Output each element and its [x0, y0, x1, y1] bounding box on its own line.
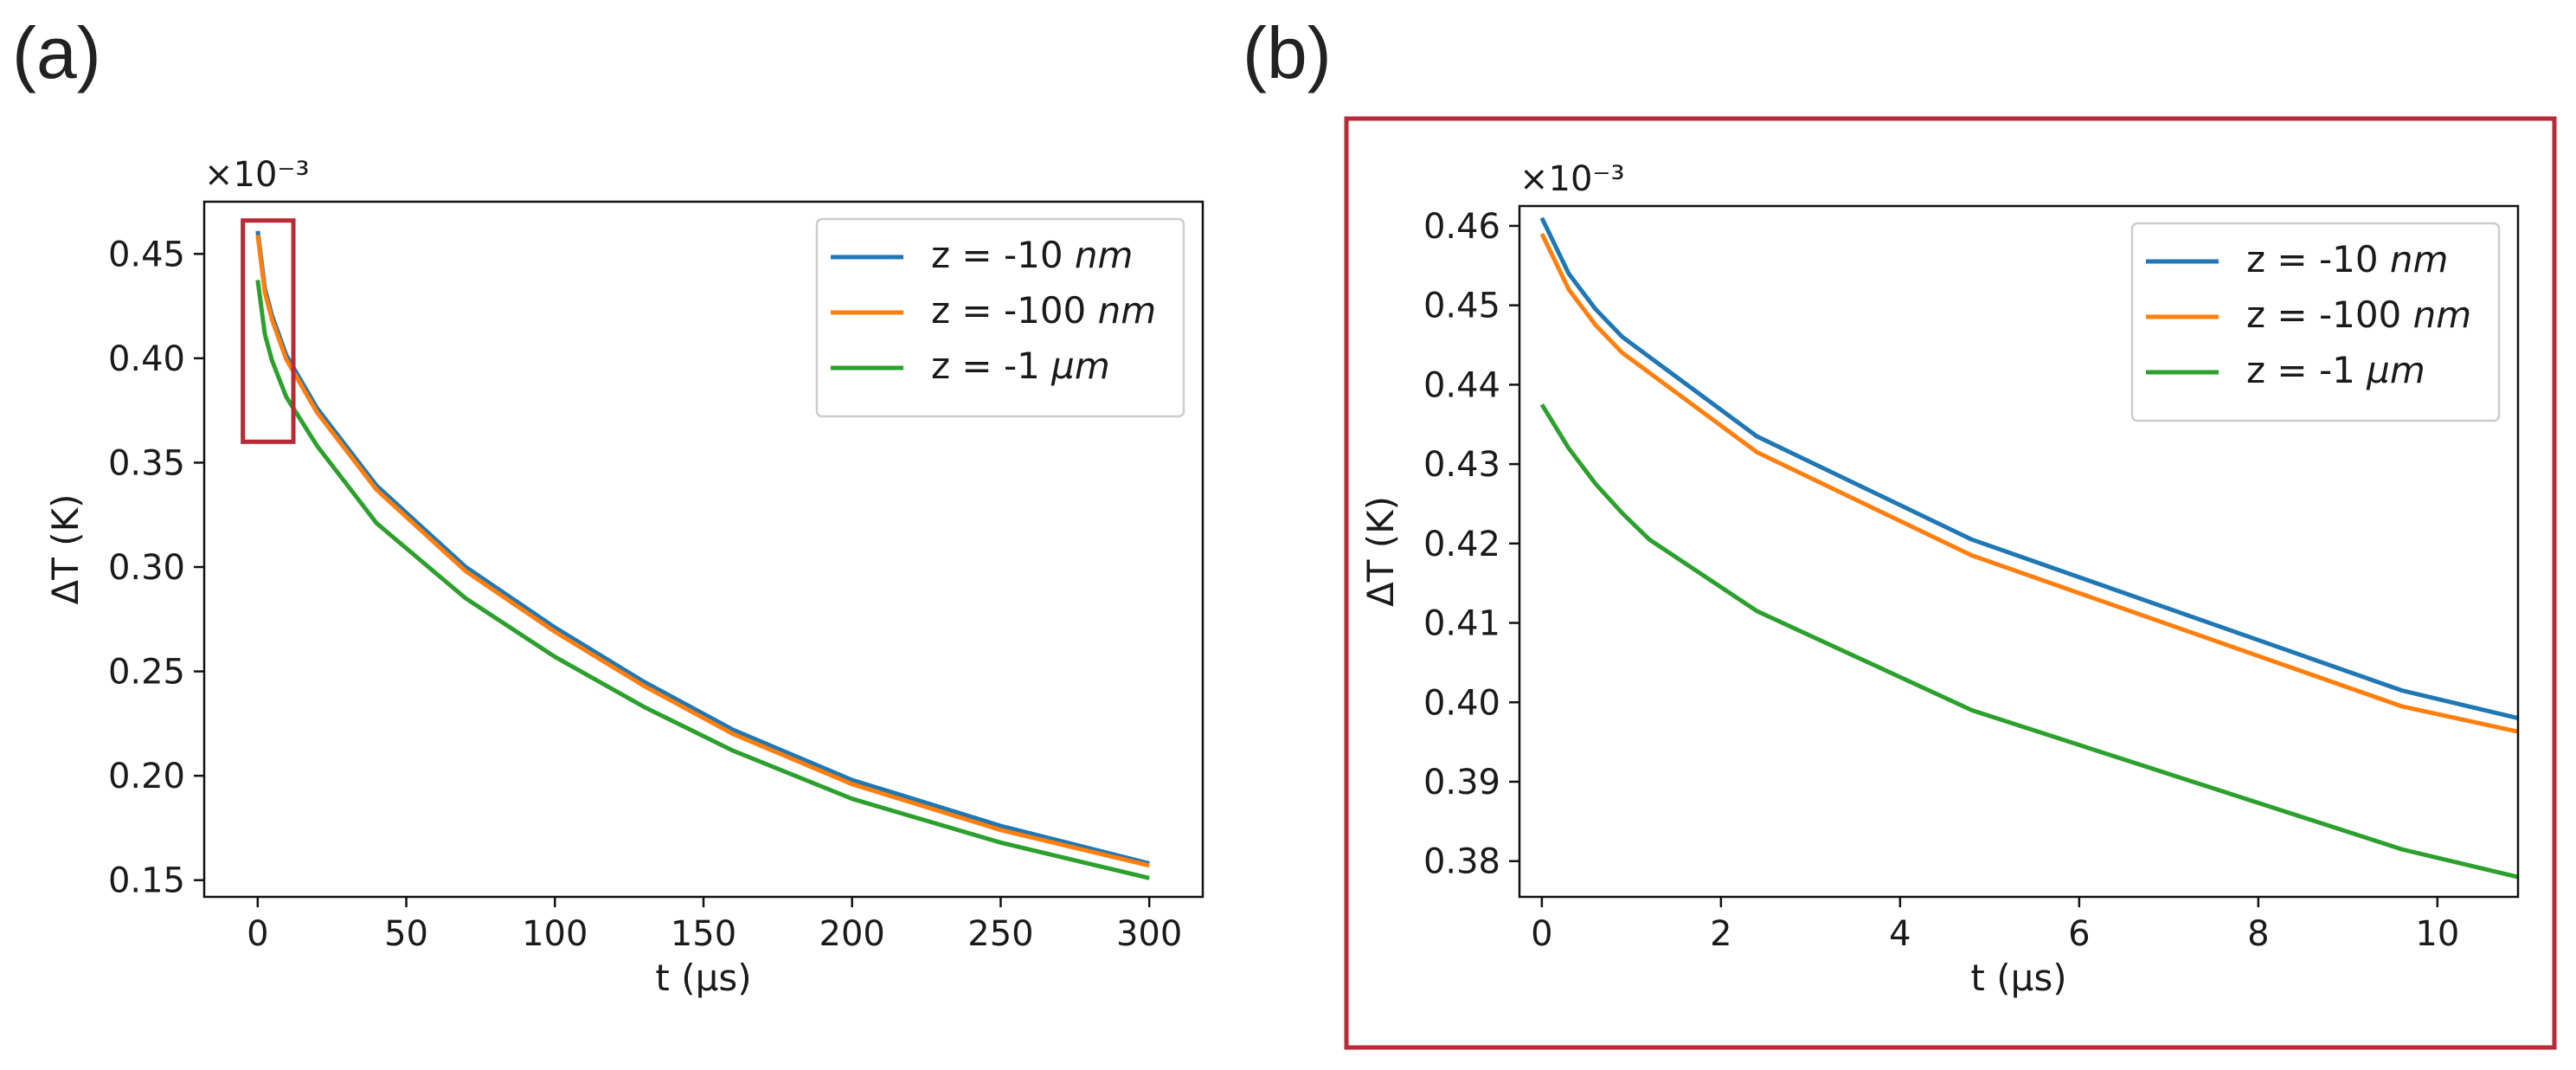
y-tick-label: 0.46 — [1423, 207, 1500, 247]
series-line-3 — [255, 280, 1150, 880]
x-tick-label: 0 — [1531, 914, 1552, 954]
y-tick-label: 0.35 — [108, 443, 185, 483]
x-tick-label: 200 — [819, 914, 885, 954]
legend-label-1: z = -10 nm — [2246, 238, 2448, 280]
x-tick-label: 8 — [2247, 914, 2269, 954]
x-tick-label: 100 — [522, 914, 588, 954]
y-tick-label: 0.41 — [1423, 604, 1500, 644]
y-tick-label: 0.20 — [108, 757, 185, 796]
y-axis-multiplier: ×10⁻³ — [1519, 159, 1625, 199]
legend-label-unit: nm — [1075, 234, 1134, 276]
panel-label-a: (a) — [12, 12, 101, 93]
series-line-2 — [255, 235, 1150, 868]
legend-label-unit: nm — [1098, 289, 1157, 332]
panel-b-highlight-frame — [1344, 116, 2557, 1050]
x-tick-label: 250 — [967, 914, 1033, 954]
x-axis-title: t (μs) — [1970, 957, 2066, 999]
legend-label-text: z = -100 — [931, 289, 1098, 332]
y-tick-label: 0.39 — [1423, 763, 1500, 802]
legend-label-unit: μm — [2366, 349, 2425, 391]
legend-label-unit: nm — [2390, 238, 2449, 280]
y-tick-label: 0.45 — [108, 235, 185, 274]
panel-label-b: (b) — [1243, 12, 1332, 93]
y-axis-title: ΔT (K) — [1359, 496, 1402, 607]
legend-label-text: z = -10 — [2246, 238, 2390, 280]
series-line-1 — [1539, 216, 2518, 721]
legend-label-2: z = -100 nm — [2246, 293, 2471, 336]
legend-label-text: z = -10 — [931, 234, 1075, 276]
legend-label-unit: μm — [1050, 345, 1110, 387]
x-tick-label: 300 — [1116, 914, 1182, 954]
legend-label-text: z = -100 — [2246, 293, 2413, 336]
x-axis-title: t (μs) — [655, 957, 751, 999]
series-line-3 — [1539, 403, 2518, 880]
y-tick-label: 0.44 — [1423, 365, 1500, 405]
y-tick-label: 0.25 — [108, 653, 185, 693]
x-tick-label: 2 — [1710, 914, 1731, 954]
x-tick-label: 150 — [671, 914, 736, 954]
y-tick-label: 0.42 — [1423, 525, 1500, 564]
legend-label-1: z = -10 nm — [931, 234, 1133, 276]
legend-label-2: z = -100 nm — [931, 289, 1156, 332]
y-tick-label: 0.43 — [1423, 445, 1500, 485]
legend-box — [815, 217, 1185, 418]
legend-label-text: z = -1 — [2246, 349, 2367, 391]
y-tick-label: 0.15 — [108, 861, 185, 901]
zoom-region-box — [241, 218, 296, 444]
y-tick-label: 0.38 — [1423, 842, 1500, 882]
y-axis-title: ΔT (K) — [44, 493, 87, 604]
legend-label-3: z = -1 μm — [931, 345, 1110, 387]
x-tick-label: 50 — [384, 914, 428, 954]
y-axis-multiplier: ×10⁻³ — [204, 155, 310, 195]
series-line-2 — [1539, 233, 2518, 734]
legend-label-3: z = -1 μm — [2246, 349, 2425, 391]
x-tick-label: 4 — [1889, 914, 1911, 954]
y-tick-label: 0.45 — [1423, 287, 1500, 326]
x-tick-label: 6 — [2068, 914, 2090, 954]
legend-label-text: z = -1 — [931, 345, 1051, 387]
y-tick-label: 0.40 — [108, 339, 185, 379]
axes-frame — [1518, 204, 2520, 899]
chart-b: 0 2 4 6 8 10 0.38 0.39 0.40 0.41 0.42 0.43 0.44 0.45 0… — [1359, 159, 2520, 999]
chart-a: 0 50 100 150 200 250 300 0.15 0.20 0.25 0.30 0.35 0.… — [44, 155, 1204, 999]
legend-box — [2130, 222, 2501, 422]
legend-label-unit: nm — [2413, 293, 2472, 336]
x-tick-label: 0 — [247, 914, 268, 954]
y-tick-label: 0.40 — [1423, 683, 1500, 723]
y-tick-label: 0.30 — [108, 548, 185, 588]
x-tick-label: 10 — [2415, 914, 2459, 954]
